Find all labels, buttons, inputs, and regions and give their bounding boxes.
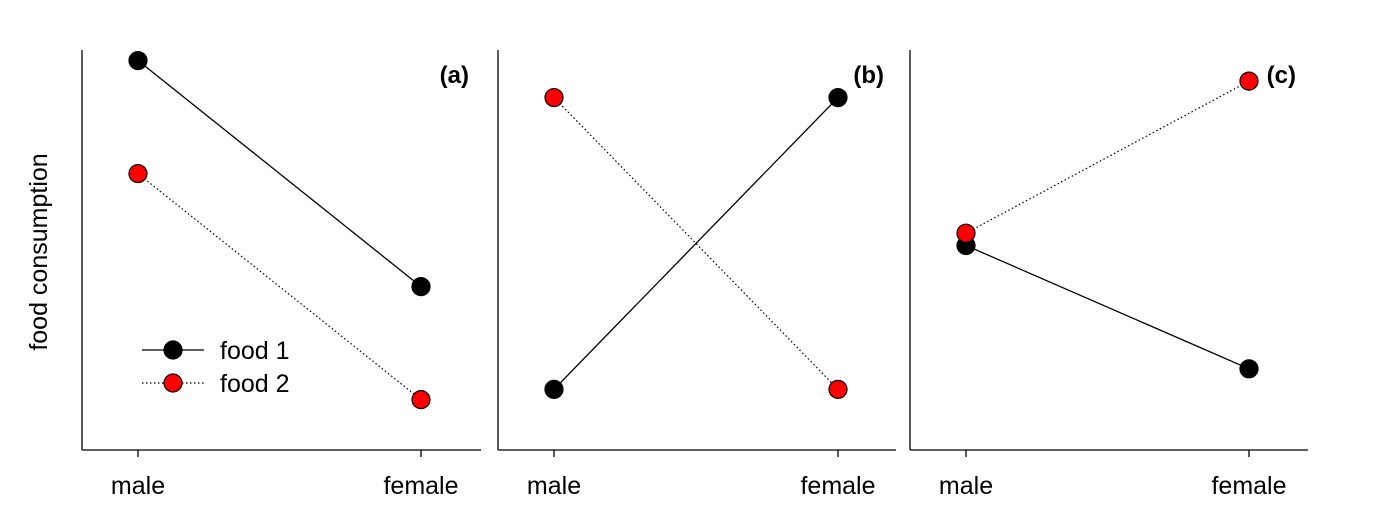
series-line-food-2 — [137, 173, 422, 401]
data-point-food-1-male — [544, 379, 564, 399]
x-tick-label-female: female — [383, 472, 458, 500]
data-point-food-2-male — [544, 87, 564, 108]
panel-label: (c) — [1267, 62, 1296, 89]
legend-marker-food-2 — [163, 373, 183, 393]
panel-2: male female (b) — [497, 50, 896, 500]
x-tick-label-female: female — [1211, 472, 1286, 500]
legend-marker-food-1 — [163, 340, 183, 360]
y-axis-label: food consumption — [25, 153, 53, 350]
series-line-food-2 — [965, 80, 1250, 234]
panel-label: (a) — [440, 62, 469, 89]
series-line-food-1 — [553, 97, 839, 390]
panels: male female (a) male female (b) male female (c) f… — [81, 50, 1308, 500]
data-point-food-1-female — [828, 87, 848, 108]
legend: food 1 food 2 — [142, 337, 290, 398]
legend-label-food-2: food 2 — [220, 370, 290, 398]
legend-label-food-1: food 1 — [220, 337, 290, 365]
data-point-food-1-female — [1239, 359, 1259, 379]
panel-3: male female (c) — [909, 50, 1308, 500]
data-point-food-1-male — [128, 50, 148, 71]
panel-label: (b) — [853, 62, 884, 89]
x-tick-label-female: female — [800, 472, 875, 500]
data-point-food-1-female — [411, 277, 431, 297]
x-tick-label-male: male — [527, 472, 581, 500]
data-point-food-2-female — [411, 390, 431, 410]
data-point-food-2-female — [1239, 71, 1259, 91]
series-line-food-1 — [965, 244, 1250, 370]
data-point-food-2-male — [128, 163, 148, 184]
series-line-food-1 — [137, 60, 422, 288]
data-point-food-2-female — [828, 379, 848, 399]
panel-1: male female (a) — [81, 50, 481, 500]
data-point-food-2-male — [956, 223, 976, 243]
x-tick-label-male: male — [939, 472, 993, 500]
x-tick-label-male: male — [111, 472, 165, 500]
